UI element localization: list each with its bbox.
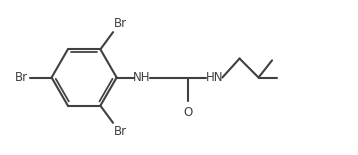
Text: HN: HN bbox=[205, 71, 223, 84]
Text: Br: Br bbox=[113, 17, 127, 30]
Text: NH: NH bbox=[133, 71, 151, 84]
Text: Br: Br bbox=[15, 71, 28, 84]
Text: O: O bbox=[183, 106, 193, 119]
Text: Br: Br bbox=[113, 125, 127, 138]
